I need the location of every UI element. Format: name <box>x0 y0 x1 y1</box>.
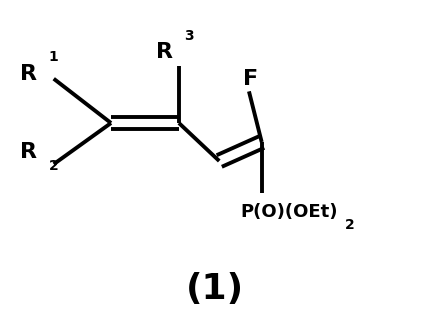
Text: 3: 3 <box>184 29 194 43</box>
Text: P(O)(OEt): P(O)(OEt) <box>240 203 338 221</box>
Text: (1): (1) <box>186 272 244 306</box>
Text: R: R <box>156 42 172 62</box>
Text: 2: 2 <box>49 159 58 173</box>
Text: 2: 2 <box>344 218 354 232</box>
Text: 1: 1 <box>49 50 58 64</box>
Text: F: F <box>243 69 258 89</box>
Text: R: R <box>20 64 37 84</box>
Text: R: R <box>20 141 37 162</box>
